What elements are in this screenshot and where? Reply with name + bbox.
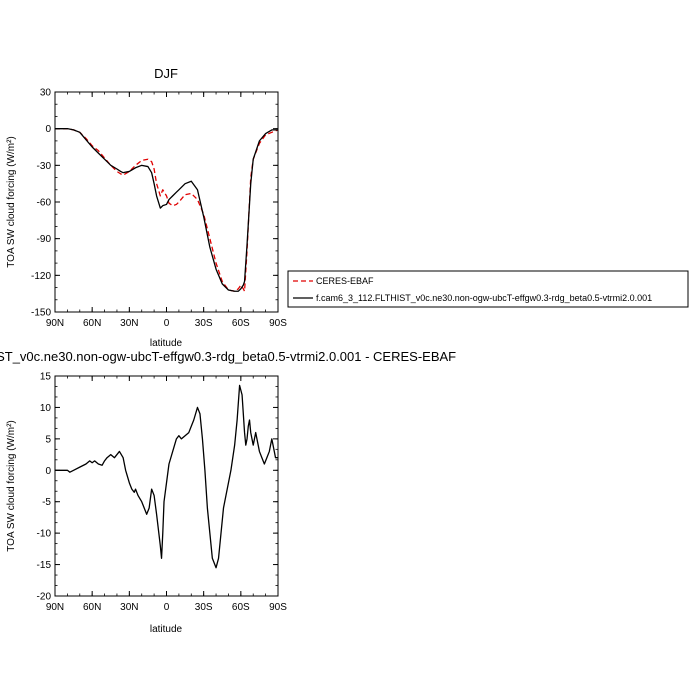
bottom-chart-ylabel: TOA SW cloud forcing (W/m²): [6, 420, 17, 552]
top-chart-xlabel: latitude: [150, 338, 183, 349]
bottom-chart-xtick-label: 90S: [269, 602, 287, 613]
top-chart-xtick-label: 90S: [269, 318, 287, 329]
top-chart-xtick-label: 60S: [232, 318, 250, 329]
bottom-chart-ytick-label: 5: [45, 434, 51, 445]
bottom-chart-series-line-0: [55, 384, 278, 569]
top-chart-ytick-label: -30: [37, 161, 52, 172]
bottom-chart-xlabel: latitude: [150, 624, 183, 635]
top-chart-ylabel: TOA SW cloud forcing (W/m²): [6, 136, 17, 268]
top-chart-ytick-label: -150: [31, 308, 51, 319]
top-chart-xtick-label: 30N: [120, 318, 138, 329]
legend-ceres-label: CERES-EBAF: [316, 276, 374, 286]
bottom-chart-title: f.cam6_3_112.FLTHIST_v0c.ne30.non-ogw-ub…: [0, 349, 456, 364]
top-chart-ytick-label: -90: [37, 234, 52, 245]
legend-box: [287, 270, 689, 308]
bottom-chart-xtick-label: 30N: [120, 602, 138, 613]
top-chart-series-line-0: [55, 128, 279, 292]
bottom-chart-xtick-label: 30S: [195, 602, 213, 613]
top-chart-xtick-label: 30S: [195, 318, 213, 329]
bottom-chart-ytick-label: -15: [37, 560, 52, 571]
bottom-chart: f.cam6_3_112.FLTHIST_v0c.ne30.non-ogw-ub…: [0, 349, 456, 635]
top-chart-xtick-label: 60N: [83, 318, 101, 329]
top-chart: DJF 90N 60N 30N 0 30S 60S 90S 30 0 -30 -60 -90 -120 -…: [6, 66, 287, 349]
bottom-chart-ytick-label: 0: [45, 466, 51, 477]
top-chart-xtick-label: 90N: [46, 318, 64, 329]
legend-model-label: f.cam6_3_112.FLTHIST_v0c.ne30.non-ogw-ub…: [316, 293, 652, 303]
top-chart-legend: CERES-EBAF f.cam6_3_112.FLTHIST_v0c.ne30…: [287, 270, 689, 308]
bottom-chart-ytick-label: -20: [37, 592, 52, 603]
bottom-chart-ytick-label: -10: [37, 529, 52, 540]
bottom-chart-ytick-label: 15: [40, 372, 52, 383]
bottom-chart-xtick-label: 60N: [83, 602, 101, 613]
bottom-chart-xtick-label: 0: [164, 602, 170, 613]
top-chart-series-line-1: [55, 128, 278, 292]
top-chart-xtick-label: 0: [164, 318, 170, 329]
bottom-chart-xtick-label: 60S: [232, 602, 250, 613]
top-chart-ytick-label: 30: [40, 88, 52, 99]
bottom-chart-ytick-label: 10: [40, 403, 52, 414]
bottom-chart-xtick-label: 90N: [46, 602, 64, 613]
top-chart-ytick-label: 0: [45, 124, 51, 135]
top-chart-title: DJF: [154, 66, 178, 81]
top-chart-ytick-label: -120: [31, 271, 51, 282]
bottom-chart-ytick-label: -5: [42, 497, 51, 508]
top-chart-ytick-label: -60: [37, 198, 52, 209]
